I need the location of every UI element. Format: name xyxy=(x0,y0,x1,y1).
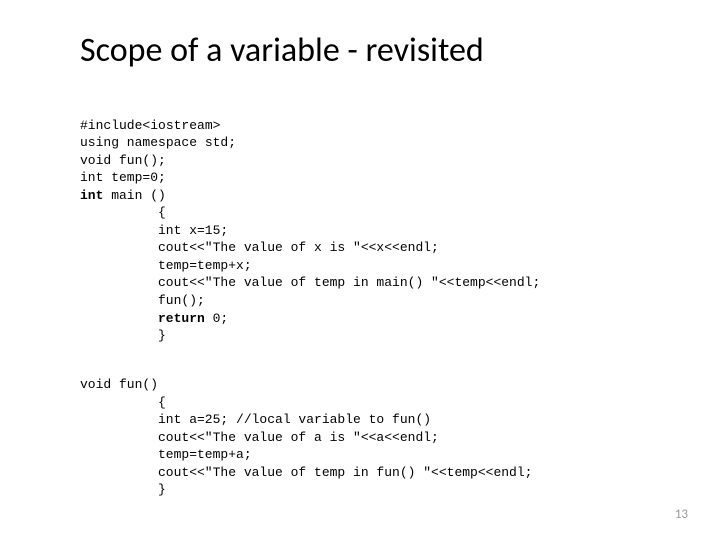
code-line: int a=25; //local variable to fun() xyxy=(80,411,431,429)
slide: Scope of a variable - revisited #include… xyxy=(0,0,720,540)
code-line: { xyxy=(80,394,166,412)
code-line: temp=temp+x; xyxy=(80,257,252,275)
code-block: #include<iostream> using namespace std; … xyxy=(80,99,660,499)
code-line: temp=temp+a; xyxy=(80,446,252,464)
code-line: } xyxy=(80,327,166,345)
code-line: #include<iostream> xyxy=(80,118,220,133)
code-line: { xyxy=(80,204,166,222)
spacer xyxy=(80,345,660,359)
code-line: main () xyxy=(103,188,165,203)
code-line: return 0; xyxy=(80,310,228,328)
code-line: void fun() xyxy=(80,377,158,392)
code-line: void fun(); xyxy=(80,153,166,168)
code-keyword: int xyxy=(80,188,103,203)
code-line: using namespace std; xyxy=(80,135,236,150)
code-line: int temp=0; xyxy=(80,170,166,185)
code-line: cout<<"The value of temp in fun() "<<tem… xyxy=(80,464,532,482)
code-line: cout<<"The value of temp in main() "<<te… xyxy=(80,274,540,292)
code-line: cout<<"The value of x is "<<x<<endl; xyxy=(80,239,439,257)
slide-title: Scope of a variable - revisited xyxy=(80,30,660,71)
code-line: } xyxy=(80,481,166,499)
code-line: cout<<"The value of a is "<<a<<endl; xyxy=(80,429,439,447)
code-line: int x=15; xyxy=(80,222,228,240)
code-keyword: return xyxy=(158,311,205,326)
page-number: 13 xyxy=(675,507,688,522)
code-line: fun(); xyxy=(80,292,205,310)
